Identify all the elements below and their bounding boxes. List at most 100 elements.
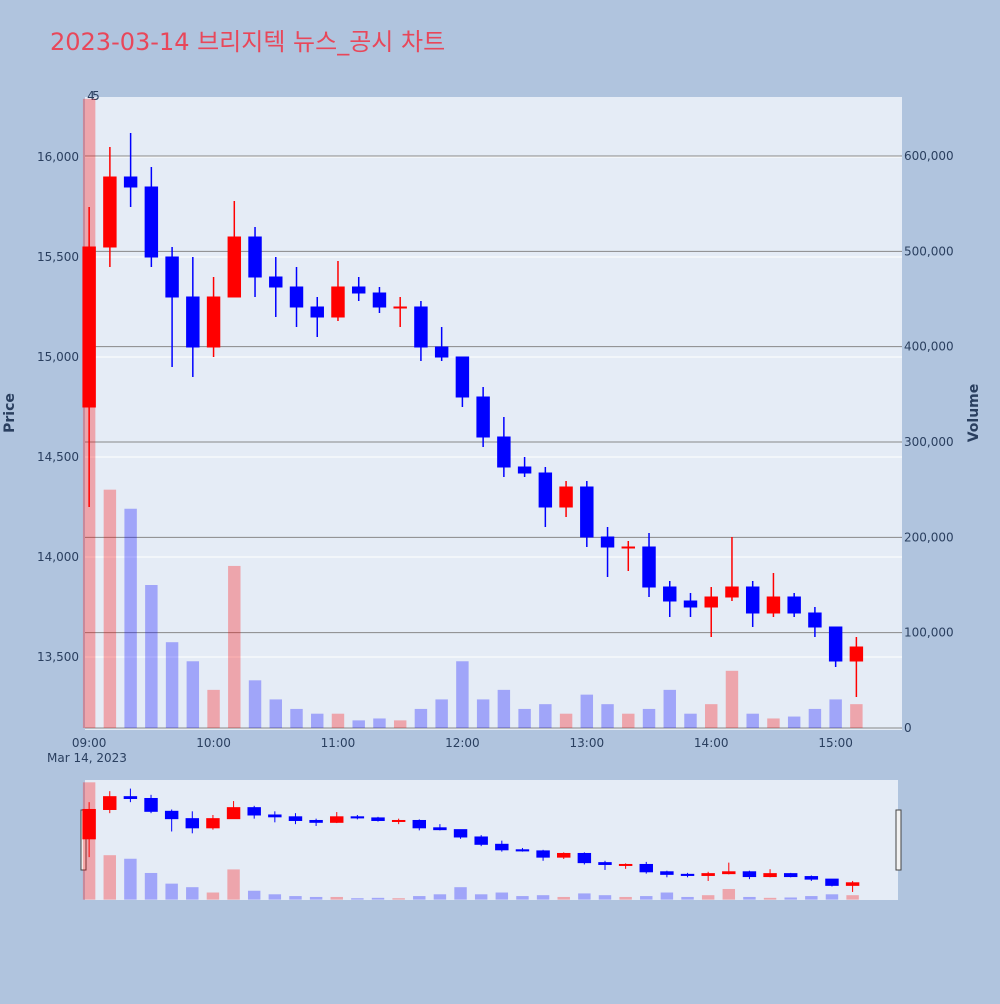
candle-body: [412, 819, 427, 829]
volume-bar: [248, 680, 262, 728]
candle-body: [289, 286, 304, 308]
candle-body: [227, 236, 242, 298]
volume-bar: [495, 892, 509, 900]
volume-bar: [829, 699, 842, 728]
range-slider[interactable]: [85, 780, 898, 900]
volume-bar: [622, 713, 635, 728]
volume-bar: [456, 661, 469, 728]
candle-body: [536, 850, 550, 858]
volume-bar: [725, 670, 739, 728]
candle-body: [371, 817, 385, 821]
volume-bar: [476, 699, 490, 728]
volume-bar: [516, 896, 529, 900]
volume-bar: [805, 896, 818, 900]
volume-bar: [619, 896, 632, 900]
candle-body: [186, 296, 200, 348]
volume-bar: [289, 896, 302, 900]
x-tick-label: 13:00: [570, 736, 605, 750]
candle-body: [808, 612, 822, 628]
candle-body: [350, 816, 365, 819]
slider-handle[interactable]: [895, 809, 902, 871]
volume-bar: [722, 888, 736, 900]
candle-body: [206, 296, 221, 348]
candle-body: [82, 808, 96, 840]
y2-axis-title: Volume: [966, 384, 982, 443]
volume-bar: [497, 689, 511, 728]
candle-body: [164, 810, 179, 820]
candle-body: [144, 186, 159, 258]
volume-bar: [103, 489, 117, 728]
volume-bar: [642, 708, 656, 728]
candle-body: [683, 600, 698, 608]
y2-tick-label: 200,000: [904, 530, 954, 544]
y2-tick-label: 600,000: [904, 149, 954, 163]
volume-bar: [640, 896, 653, 900]
candle-body: [391, 819, 406, 822]
y2-tick-label: 500,000: [904, 244, 954, 258]
candle-body: [248, 236, 262, 278]
volume-bar: [808, 708, 822, 728]
candle-body: [742, 871, 757, 878]
volume-bar: [206, 892, 220, 900]
candle-body: [433, 827, 447, 831]
candle-body: [598, 862, 612, 865]
volume-bar: [290, 708, 303, 728]
candle-body: [495, 843, 509, 851]
volume-bar: [373, 718, 386, 728]
candle-body: [247, 807, 261, 816]
candle-body: [476, 396, 490, 438]
candle-body: [577, 852, 592, 864]
x-tick-label: 09:00: [72, 736, 107, 750]
candle-body: [639, 863, 653, 873]
y2-tick-label: 0: [904, 721, 912, 735]
candle-body: [269, 276, 283, 288]
volume-bar: [705, 704, 718, 728]
candle-body: [103, 796, 117, 810]
volume-bar: [311, 713, 324, 728]
candle-body: [787, 596, 801, 614]
volume-bar: [825, 894, 839, 900]
y2-tick-label: 400,000: [904, 340, 954, 354]
date-label: Mar 14, 2023: [47, 751, 127, 765]
volume-bar: [165, 642, 179, 728]
volume-bar: [351, 898, 364, 900]
candle-body: [185, 818, 200, 829]
candle-body: [497, 436, 511, 468]
annotation: 4: [87, 89, 95, 103]
x-tick-label: 14:00: [694, 736, 729, 750]
volume-bar: [392, 898, 405, 900]
candle-body: [557, 852, 571, 858]
volume-bar: [557, 896, 570, 900]
candle-body: [123, 176, 138, 188]
candle-body: [331, 286, 345, 318]
y2-tick-label: 300,000: [904, 435, 954, 449]
volume-bar: [352, 720, 365, 728]
y-tick-label: 14,500: [37, 450, 79, 464]
candle-body: [704, 596, 718, 608]
volume-bar: [165, 883, 178, 900]
volume-bar: [228, 565, 241, 728]
volume-bar: [186, 887, 199, 900]
volume-bar: [701, 895, 715, 900]
volume-bar: [124, 858, 137, 900]
candle-body: [745, 586, 760, 614]
volume-bar: [393, 720, 407, 728]
candle-body: [804, 876, 819, 880]
candle-body: [206, 818, 220, 829]
volume-bar: [784, 897, 797, 900]
annotation: 5: [92, 89, 100, 103]
volume-bar: [454, 887, 467, 900]
volume-bar: [787, 716, 801, 728]
y-tick-label: 13,500: [37, 650, 79, 664]
candle-body: [434, 346, 449, 358]
candle-body: [845, 882, 860, 886]
candle-body: [722, 871, 736, 875]
candle-body: [414, 306, 428, 348]
volume-bar: [309, 896, 323, 900]
plot-area: [85, 97, 902, 730]
candle-body: [663, 586, 677, 602]
volume-bar: [684, 713, 697, 728]
candle-body: [828, 626, 843, 662]
volume-bar: [559, 713, 573, 728]
